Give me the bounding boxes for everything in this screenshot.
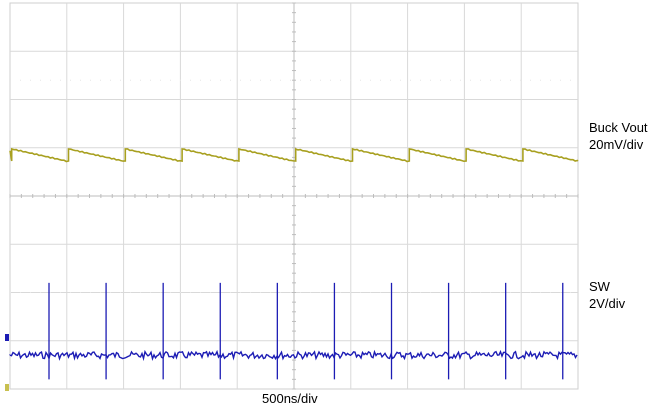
ch1-ground-marker xyxy=(5,384,9,391)
channel-markers xyxy=(5,334,9,391)
buck-vout-scale-label: 20mV/div xyxy=(589,137,644,152)
timebase-label: 500ns/div xyxy=(262,391,318,406)
sw-scale-label: 2V/div xyxy=(589,296,626,311)
center-axis-ticks xyxy=(9,2,579,390)
buck-vout-channel-label: Buck Vout xyxy=(589,120,648,135)
ch2-ground-marker xyxy=(5,334,9,341)
sw-baseline-noise xyxy=(9,349,578,362)
sw-spikes xyxy=(48,282,564,380)
sw-trace xyxy=(9,282,578,380)
buck-vout-waveform xyxy=(9,147,579,163)
sw-channel-label: SW xyxy=(589,279,610,294)
buck-vout-trace xyxy=(9,147,579,163)
